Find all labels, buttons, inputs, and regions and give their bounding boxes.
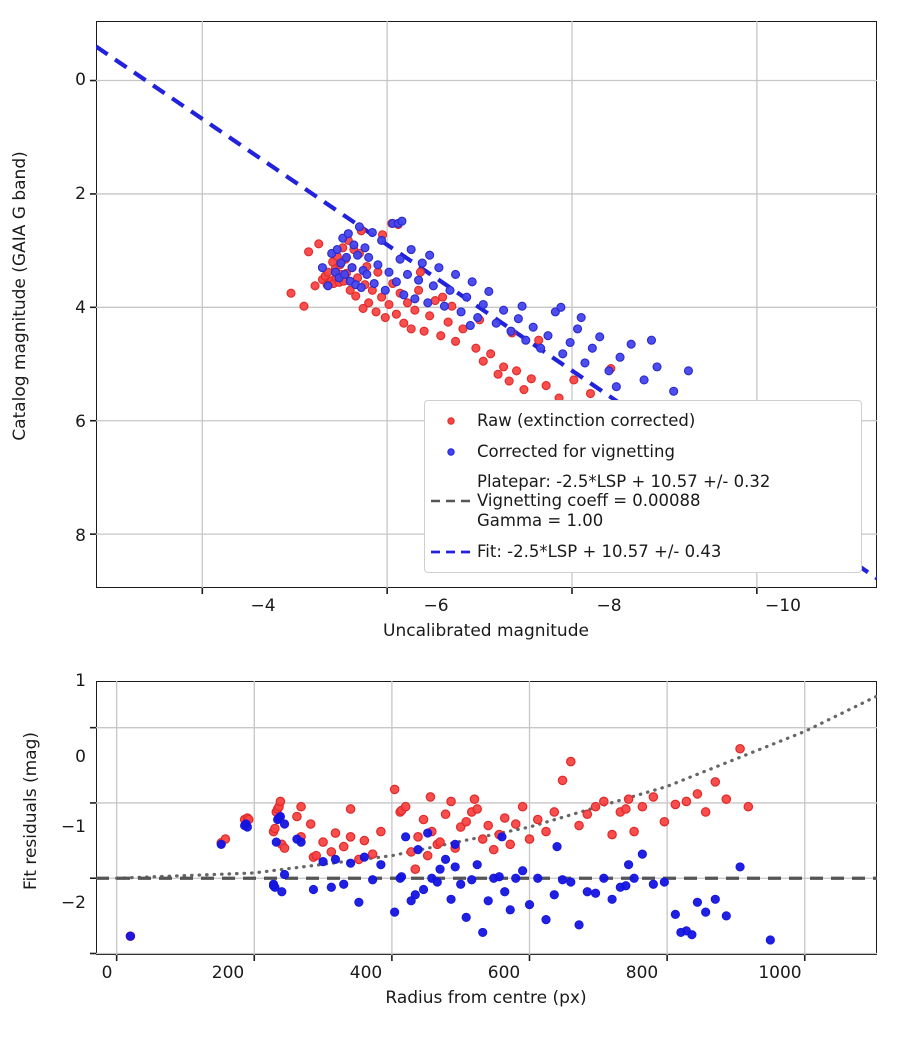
legend-label-fit: Fit: -2.5*LSP + 10.57 +/- 0.43 [477,542,722,562]
top-xtick--8: −8 [596,596,622,616]
top-ytick-2: 2 [75,184,86,204]
top-ytick-0: 0 [75,70,86,90]
bottom-panel-ylabel: Fit residuals (mag) [21,732,41,890]
bottom-xtick-0: 0 [101,963,113,983]
blue-dot-icon [425,445,477,459]
top-xtick--10: −10 [765,596,801,616]
bottom-y-ticks [90,726,96,955]
top-panel-legend: Raw (extinction corrected) Corrected for… [424,400,862,573]
top-points-blue [317,216,694,396]
top-ytick-6: 6 [75,412,86,432]
bottom-xtick-800: 800 [625,963,659,983]
bottom-x-ticks [115,955,806,961]
top-xtick--4: −4 [250,596,276,616]
bottom-xtick-1000: 1000 [758,963,802,983]
legend-label-raw: Raw (extinction corrected) [477,411,696,431]
red-dot-icon [425,414,477,428]
bottom-points-blue [125,811,775,945]
legend-item-fit[interactable]: Fit: -2.5*LSP + 10.57 +/- 0.43 [425,537,863,567]
bottom-xtick-600: 600 [487,963,521,983]
legend-label-platepar: Platepar: -2.5*LSP + 10.57 +/- 0.32 Vign… [477,471,771,530]
top-ytick-8: 8 [75,526,86,546]
bottom-plot-canvas [96,681,877,955]
top-ytick-4: 4 [75,298,86,318]
blue-dashed-line-icon [425,547,477,557]
bottom-ytick--2: −2 [60,893,86,913]
legend-label-corrected: Corrected for vignetting [477,442,675,462]
bottom-panel-xlabel: Radius from centre (px) [385,988,587,1008]
bottom-ytick-1: 1 [75,671,86,691]
legend-item-raw[interactable]: Raw (extinction corrected) [425,406,863,436]
bottom-ytick-0: 0 [75,747,86,767]
top-plot-canvas [96,21,877,588]
legend-item-corrected[interactable]: Corrected for vignetting [425,437,863,467]
bottom-axes-frame [96,681,877,955]
legend-item-platepar[interactable]: Platepar: -2.5*LSP + 10.57 +/- 0.32 Vign… [425,468,863,534]
bottom-grid [96,681,877,955]
bottom-xtick-400: 400 [349,963,383,983]
bottom-xtick-200: 200 [211,963,245,983]
bottom-ytick--1: −1 [60,817,86,837]
top-y-ticks [90,79,96,535]
top-x-ticks [201,588,758,594]
top-panel-ylabel: Catalog magnitude (GAIA G band) [10,151,30,441]
top-panel-xlabel: Uncalibrated magnitude [383,621,589,641]
top-xtick--6: −6 [423,596,449,616]
gray-dashed-line-icon [425,496,477,506]
